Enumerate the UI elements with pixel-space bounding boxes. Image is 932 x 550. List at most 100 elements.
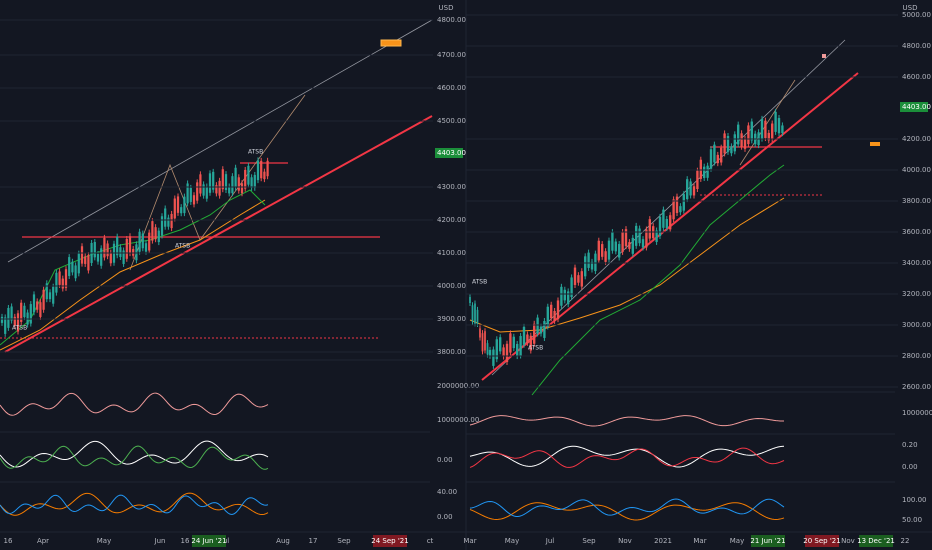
time-badge: 20 Sep '21 xyxy=(803,537,840,545)
candle xyxy=(519,336,522,356)
candle xyxy=(665,218,668,229)
candle xyxy=(641,239,645,248)
candle xyxy=(611,232,614,251)
time-badge-bg xyxy=(192,535,226,547)
price-label: 4500.00 xyxy=(437,117,466,125)
candle xyxy=(716,154,719,164)
time-badge-bg xyxy=(373,535,407,547)
indicator-line xyxy=(469,445,785,468)
candles xyxy=(0,108,784,369)
candle xyxy=(77,253,80,274)
candle xyxy=(96,253,100,262)
indicator-line xyxy=(0,392,269,416)
annotation: ATSB xyxy=(528,345,543,352)
candle xyxy=(550,304,553,319)
candle xyxy=(628,242,631,249)
annotation: ATSB xyxy=(248,149,263,156)
drawings xyxy=(0,19,880,396)
indicators xyxy=(0,392,785,521)
candle xyxy=(32,294,36,313)
candle xyxy=(212,171,215,190)
candle xyxy=(202,184,205,196)
candle xyxy=(631,237,634,254)
price-label: 2800.00 xyxy=(902,352,931,360)
time-label: Aug xyxy=(276,537,290,545)
time-badge: 13 Dec '21 xyxy=(857,537,895,545)
indicator-label: 0.00 xyxy=(902,463,918,471)
candle xyxy=(244,169,247,189)
candle xyxy=(192,195,196,205)
candle xyxy=(662,209,665,228)
candle xyxy=(231,176,234,194)
time-badge: 21 Jun '21 xyxy=(750,537,785,545)
candle xyxy=(553,310,556,321)
candle xyxy=(221,169,224,190)
candle xyxy=(669,215,672,230)
candle xyxy=(618,244,621,258)
candle xyxy=(74,265,77,279)
time-label: 17 xyxy=(309,537,318,545)
candle xyxy=(577,275,580,283)
candle xyxy=(55,272,58,293)
candle xyxy=(471,305,474,322)
candle xyxy=(563,289,566,301)
candle xyxy=(218,180,221,196)
time-label: May xyxy=(97,537,111,545)
time-badge-bg xyxy=(805,535,839,547)
price-badge: 4403.00 xyxy=(902,103,931,111)
price-badge-bg xyxy=(900,102,928,112)
candle xyxy=(100,248,103,266)
candle xyxy=(186,183,189,204)
candle xyxy=(512,336,515,349)
candle xyxy=(196,182,199,201)
indicator-label: 50.00 xyxy=(902,516,922,524)
candle xyxy=(128,236,132,254)
indicator-label: 2000000.00 xyxy=(437,382,479,390)
candle xyxy=(492,349,495,366)
time-label: Mar xyxy=(463,537,476,545)
candle xyxy=(183,196,186,214)
candle xyxy=(526,334,529,343)
candle xyxy=(10,306,13,321)
candle xyxy=(109,252,112,264)
candle xyxy=(164,208,167,227)
candle xyxy=(42,289,45,310)
price-label: 3800.00 xyxy=(902,197,931,205)
candle xyxy=(747,125,750,145)
candle xyxy=(655,230,658,242)
candle xyxy=(536,317,539,334)
time-label: May xyxy=(730,537,744,545)
candle xyxy=(689,181,692,196)
price-label: 4800.00 xyxy=(902,42,931,50)
candle xyxy=(580,271,583,287)
indicator-line xyxy=(469,415,785,427)
candle xyxy=(713,144,716,163)
candle xyxy=(730,146,733,154)
time-label: Jun xyxy=(154,537,166,545)
time-badge: 24 Sep '21 xyxy=(371,537,408,545)
candle xyxy=(13,316,16,326)
candle xyxy=(266,160,269,177)
price-label: 4100.00 xyxy=(437,249,466,257)
candle xyxy=(84,256,87,264)
candle xyxy=(703,166,706,178)
candle xyxy=(658,216,662,237)
candle xyxy=(234,167,237,188)
candle xyxy=(488,349,492,356)
candle xyxy=(87,255,90,271)
candle xyxy=(144,243,148,252)
candle xyxy=(570,277,573,298)
candle xyxy=(4,317,7,334)
candle xyxy=(777,118,781,134)
candle xyxy=(764,120,767,139)
candle xyxy=(635,225,638,246)
time-label: May xyxy=(505,537,519,545)
price-label: 4200.00 xyxy=(902,135,931,143)
candle xyxy=(601,244,604,257)
annotation: ATSB xyxy=(175,243,190,250)
candle xyxy=(479,328,481,338)
candle xyxy=(39,302,42,317)
candle xyxy=(543,320,546,338)
candle xyxy=(781,125,784,134)
